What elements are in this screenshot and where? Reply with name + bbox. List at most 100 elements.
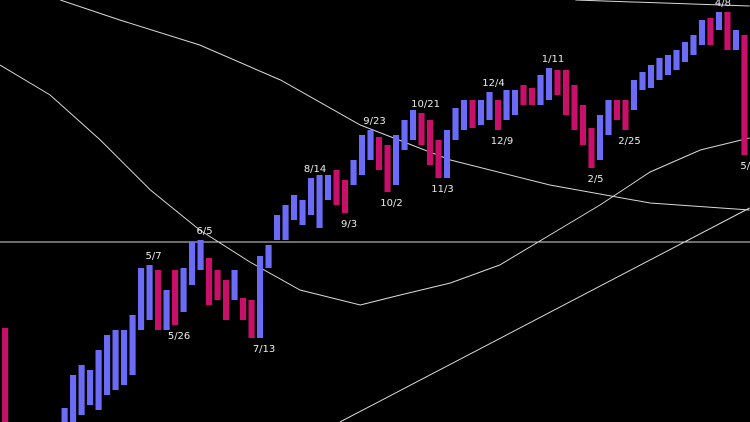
price-bar — [392, 135, 400, 185]
price-bar — [571, 85, 578, 130]
price-bar — [511, 90, 519, 115]
price-bar — [189, 242, 196, 285]
price-bar — [545, 68, 553, 100]
price-bar — [724, 12, 731, 50]
price-bar — [664, 55, 672, 75]
price-bar — [486, 92, 493, 120]
date-label: 1/11 — [542, 54, 564, 65]
price-bar — [324, 175, 332, 200]
price-bar — [596, 115, 604, 160]
price-bar — [401, 120, 408, 150]
price-bar — [647, 65, 655, 88]
price-bar — [2, 328, 9, 422]
price-bar — [656, 58, 663, 80]
date-label: 2/5 — [587, 174, 603, 185]
date-label: 12/4 — [482, 78, 504, 89]
price-bar — [104, 335, 111, 395]
date-label: 5/6 — [740, 161, 750, 172]
price-bar — [460, 100, 468, 130]
price-bar — [333, 170, 340, 205]
price-bar — [146, 265, 153, 320]
indicator-line — [575, 0, 750, 7]
price-bar — [138, 268, 145, 330]
price-bar — [87, 370, 94, 405]
price-bar — [172, 270, 179, 325]
price-bar — [588, 128, 595, 168]
price-bar — [503, 90, 510, 120]
indicator-line — [60, 0, 750, 211]
date-label: 9/3 — [341, 219, 357, 230]
price-bar — [715, 12, 723, 30]
price-bar — [231, 270, 238, 300]
price-bar — [605, 100, 612, 135]
price-bar — [197, 240, 204, 270]
date-label: 6/5 — [197, 226, 213, 237]
price-bar — [112, 330, 119, 390]
price-bar — [61, 408, 68, 422]
price-bar — [358, 135, 366, 175]
price-bar — [282, 205, 289, 240]
price-bar — [435, 140, 442, 178]
price-bar — [299, 200, 306, 225]
date-label: 8/14 — [304, 164, 326, 175]
price-bar — [418, 113, 425, 145]
price-bar — [639, 72, 646, 90]
price-bar — [409, 110, 417, 140]
price-bar — [469, 100, 476, 128]
price-bar — [579, 105, 587, 145]
price-bar — [223, 280, 230, 320]
price-bar — [78, 365, 85, 415]
indicator-line — [339, 207, 750, 422]
price-bar — [307, 178, 315, 215]
date-label: 2/25 — [618, 136, 640, 147]
date-label: 5/26 — [168, 331, 190, 342]
date-label: 5/7 — [146, 251, 162, 262]
price-bar — [554, 70, 561, 95]
price-bar — [562, 70, 570, 115]
price-bar — [681, 42, 689, 62]
price-bar — [95, 350, 102, 410]
indicator-line — [0, 64, 750, 306]
price-bar — [214, 270, 221, 300]
price-bar — [129, 315, 136, 375]
price-bar — [698, 20, 706, 45]
date-label: 11/3 — [431, 184, 453, 195]
price-bar — [367, 130, 374, 160]
price-bar — [256, 256, 264, 338]
price-bar — [741, 35, 748, 155]
price-bar — [622, 100, 629, 130]
price-bar — [520, 85, 527, 105]
price-bar — [240, 298, 247, 320]
price-bar — [426, 120, 434, 165]
price-bar — [350, 160, 357, 185]
price-bar — [528, 88, 536, 105]
price-bar — [290, 195, 298, 220]
date-label: 4/8 — [715, 0, 731, 9]
price-bar — [180, 268, 187, 312]
price-bar — [375, 137, 383, 170]
price-bar — [163, 290, 170, 330]
price-bar — [121, 330, 128, 385]
price-bar — [707, 18, 714, 45]
price-bar — [155, 270, 162, 330]
price-bar — [273, 215, 281, 240]
date-label: 9/23 — [363, 116, 385, 127]
price-bar — [673, 50, 680, 70]
date-label: 7/13 — [253, 344, 275, 355]
price-bar — [494, 100, 502, 130]
price-bar — [452, 108, 459, 140]
price-bar — [630, 80, 638, 110]
price-bar — [70, 375, 77, 422]
price-bar — [316, 175, 323, 228]
price-bar — [443, 130, 451, 178]
price-bar — [248, 300, 255, 338]
price-bar — [690, 35, 697, 55]
price-bar — [477, 100, 485, 125]
price-bar — [613, 100, 621, 120]
date-label: 12/9 — [491, 136, 513, 147]
date-label: 10/2 — [380, 198, 402, 209]
price-bar — [384, 145, 391, 192]
